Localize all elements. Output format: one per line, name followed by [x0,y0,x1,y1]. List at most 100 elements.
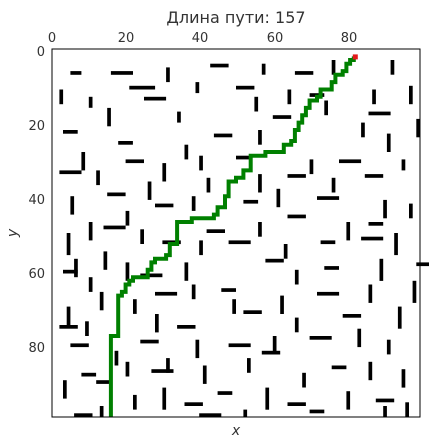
obstacle-cell [265,258,284,263]
obstacle-cell [294,317,299,333]
plot-background [52,49,420,417]
obstacle-cell [166,358,170,373]
obstacle-cell [368,111,391,116]
obstacle-cell [283,244,288,259]
obstacle-cell [287,214,306,219]
obstacle-cell [276,188,281,208]
obstacle-cell [99,291,104,311]
obstacle-cell [107,192,126,197]
obstacle-cell [99,406,104,417]
obstacle-cell [59,325,78,329]
x-tick-label: 0 [48,31,56,46]
obstacle-cell [147,181,152,200]
obstacle-cell [368,284,373,303]
obstacle-cell [195,82,200,94]
obstacle-cell [397,306,402,329]
obstacle-cell [125,210,130,226]
obstacle-cell [394,233,398,256]
plot-area [51,48,429,418]
obstacle-cell [416,262,429,267]
obstacle-cell [177,111,181,123]
goal-marker [352,54,358,60]
plot-frame [51,48,421,418]
obstacle-cell [258,174,262,193]
obstacle-cell [59,89,64,105]
obstacle-cell [118,141,133,145]
obstacle-cell [140,229,144,244]
obstacle-cell [133,394,137,410]
obstacle-cell [110,71,133,75]
obstacle-cell [342,314,362,318]
obstacle-cell [140,339,159,344]
obstacle-cell [361,236,384,241]
obstacle-cell [66,306,71,325]
obstacle-cell [243,409,248,417]
obstacle-cell [88,96,93,108]
obstacle-cell [383,199,387,219]
obstacle-cell [96,380,111,384]
obstacle-cell [199,413,222,417]
obstacle-cell [70,71,82,75]
obstacle-cell [361,122,365,138]
obstacle-cell [140,273,163,278]
obstacle-cell [317,196,340,200]
obstacle-cell [177,325,196,329]
obstacle-cell [265,387,270,410]
x-tick-label: 80 [341,31,358,46]
obstacle-cell [63,130,78,134]
obstacle-cell [155,314,159,333]
obstacle-cell [409,203,413,219]
obstacle-cell [213,133,233,138]
obstacle-cell [210,63,229,68]
obstacle-cell [386,133,391,152]
obstacle-cell [63,269,78,274]
obstacle-cell [331,177,336,193]
obstacle-cell [151,369,174,373]
obstacle-cell [59,170,82,175]
obstacle-cell [368,361,373,381]
y-tick-label: 40 [28,193,45,208]
obstacle-cell [261,350,281,355]
obstacle-cell [302,372,306,388]
obstacle-cell [228,343,251,348]
obstacle-cell [294,269,299,285]
obstacle-cell [202,365,207,384]
obstacle-cell [217,391,233,395]
obstacle-cell [199,240,203,256]
obstacle-cell [70,196,75,215]
obstacle-cell [96,170,100,186]
obstacle-cell [88,222,93,241]
y-tick-label: 80 [28,341,45,356]
obstacle-cell [346,222,351,241]
y-tick-label: 20 [28,119,45,134]
obstacle-cell [107,107,111,127]
obstacle-cell [405,402,409,417]
x-tick-label: 60 [267,31,284,46]
obstacle-cell [287,89,292,105]
obstacle-cell [401,369,406,388]
obstacle-cell [368,222,384,226]
obstacle-cell [125,159,144,164]
obstacle-cell [324,100,328,116]
obstacle-cell [331,60,336,75]
obstacle-cell [129,85,156,90]
obstacle-cell [401,159,406,171]
obstacle-cell [409,85,413,105]
obstacle-cell [243,310,262,314]
obstacle-cell [247,358,251,373]
obstacle-cell [199,155,203,171]
obstacle-cell [258,130,262,145]
obstacle-cell [81,372,97,377]
obstacle-cell [364,174,384,178]
obstacle-cell [236,85,255,90]
obstacle-cell [125,262,130,281]
obstacle-cell [339,159,362,164]
obstacle-cell [287,174,306,178]
obstacle-cell [375,398,395,403]
obstacle-cell [125,361,130,377]
obstacle-cell [309,336,332,340]
obstacle-cell [191,284,196,300]
obstacle-cell [390,60,395,75]
obstacle-cell [287,402,306,406]
obstacle-cell [261,63,266,75]
